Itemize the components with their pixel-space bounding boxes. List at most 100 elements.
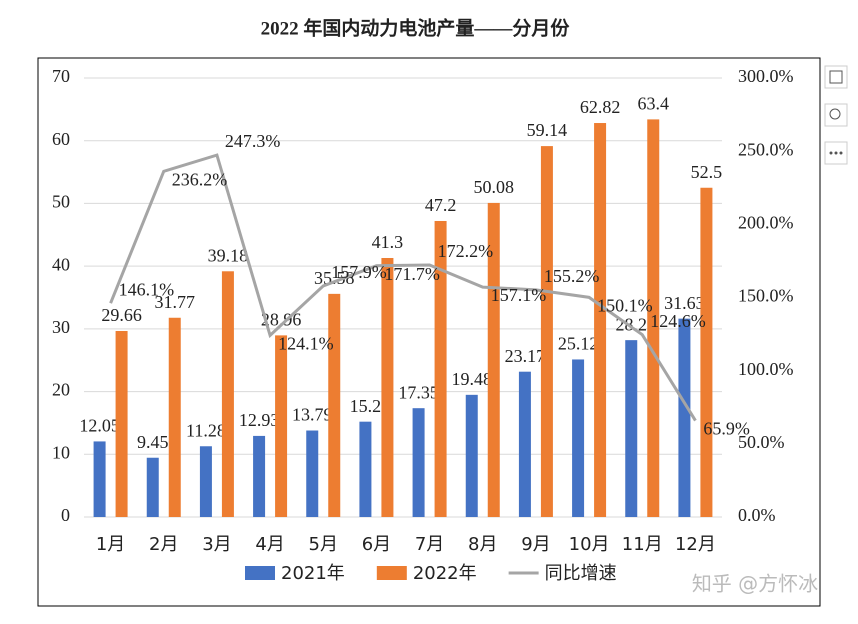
bar (221, 271, 234, 517)
bar-value-label: 41.3 (372, 232, 404, 252)
bar (678, 318, 691, 517)
y-tick-label: 30 (52, 317, 70, 337)
line-value-label: 157.1% (491, 285, 547, 305)
bar-value-label: 39.18 (208, 245, 249, 265)
line-value-label: 155.2% (544, 266, 600, 286)
y2-tick-label: 0.0% (738, 505, 776, 525)
line-value-label: 236.2% (172, 169, 228, 189)
line-value-label: 65.9% (703, 419, 750, 439)
bar (465, 394, 478, 517)
zoom-button[interactable] (824, 103, 848, 127)
x-tick-label: 9月 (521, 534, 550, 555)
line-value-label: 172.2% (438, 241, 494, 261)
x-tick-label: 11月 (622, 534, 663, 555)
bar-value-label: 29.66 (101, 305, 142, 325)
x-tick-label: 3月 (202, 534, 231, 555)
y-tick-label: 20 (52, 380, 70, 400)
line-value-label: 171.7% (384, 264, 440, 284)
x-tick-label: 10月 (569, 534, 610, 555)
x-tick-label: 7月 (415, 534, 444, 555)
line-value-label: 124.6% (650, 311, 706, 331)
bar-value-label: 13.79 (292, 405, 333, 425)
y-tick-label: 40 (52, 254, 70, 274)
bar-value-label: 52.5 (691, 162, 723, 182)
chart-frame (37, 57, 821, 607)
x-tick-label: 12月 (675, 534, 716, 555)
bar-value-label: 28.2 (616, 314, 648, 334)
bar-value-label: 31.77 (155, 292, 196, 312)
x-tick-label: 8月 (468, 534, 497, 555)
line-value-label: 247.3% (225, 131, 281, 151)
bar-value-label: 17.35 (398, 382, 439, 402)
more-dot (839, 151, 843, 155)
bar-value-label: 50.08 (474, 177, 515, 197)
legend-label: 2021年 (281, 563, 345, 584)
bar-value-label: 9.45 (137, 432, 169, 452)
bar (146, 457, 159, 517)
y2-tick-label: 200.0% (738, 212, 794, 232)
x-tick-label: 6月 (362, 534, 391, 555)
legend-swatch (245, 566, 275, 580)
bar-value-label: 62.82 (580, 97, 621, 117)
image-button[interactable] (824, 65, 848, 89)
line-value-label: 146.1% (119, 279, 175, 299)
bar (253, 435, 266, 517)
bar-value-label: 47.2 (425, 195, 457, 215)
bar (412, 408, 425, 517)
x-tick-label: 5月 (309, 534, 338, 555)
bar-value-label: 63.4 (638, 94, 670, 114)
x-tick-label: 1月 (96, 534, 125, 555)
x-tick-label: 4月 (255, 534, 284, 555)
y-tick-label: 0 (61, 505, 70, 525)
line-value-label: 157.9% (331, 262, 387, 282)
bar (306, 430, 319, 517)
bar (625, 340, 638, 517)
bar (168, 317, 181, 517)
bar (647, 119, 660, 518)
bar (540, 146, 553, 517)
zoom-icon (829, 108, 841, 120)
bar (518, 371, 531, 517)
bar (359, 421, 372, 517)
y2-tick-label: 300.0% (738, 66, 794, 86)
image-icon (829, 70, 843, 84)
y-tick-label: 10 (52, 442, 70, 462)
line-value-label: 150.1% (597, 295, 653, 315)
y2-tick-label: 250.0% (738, 139, 794, 159)
bar (93, 441, 106, 517)
bar-value-label: 11.28 (186, 420, 226, 440)
bar-value-label: 35.58 (314, 268, 355, 288)
bar-value-label: 15.2 (350, 396, 382, 416)
y-tick-label: 60 (52, 129, 70, 149)
bar-value-label: 12.05 (79, 416, 120, 436)
legend-swatch (376, 566, 407, 580)
chart-title: 2022 年国内动力电池产量——分月份 (261, 16, 571, 39)
bar-value-label: 59.14 (527, 120, 568, 140)
bar (275, 335, 288, 517)
y-tick-label: 70 (52, 66, 70, 86)
bar-value-label: 31.63 (664, 293, 705, 313)
bar (487, 202, 500, 517)
legend-label: 2022年 (413, 563, 477, 584)
watermark: 知乎 @方怀冰 (692, 572, 818, 596)
bar (700, 187, 713, 517)
line-value-label: 124.1% (278, 334, 334, 354)
y-tick-label: 50 (52, 192, 70, 212)
y2-tick-label: 100.0% (738, 359, 794, 379)
x-tick-label: 2月 (149, 534, 178, 555)
bar (381, 257, 394, 517)
bar (594, 123, 607, 517)
more-dot (829, 151, 833, 155)
bar-value-label: 23.17 (505, 346, 546, 366)
bar (572, 359, 585, 517)
side-toolbar[interactable] (824, 65, 848, 165)
y2-tick-label: 150.0% (738, 286, 794, 306)
bar (115, 330, 128, 517)
bar (434, 220, 447, 517)
line-series (109, 153, 697, 422)
bar-value-label: 25.12 (558, 334, 599, 354)
bar (199, 446, 212, 517)
y2-tick-label: 50.0% (738, 432, 785, 452)
more-dot (834, 151, 838, 155)
